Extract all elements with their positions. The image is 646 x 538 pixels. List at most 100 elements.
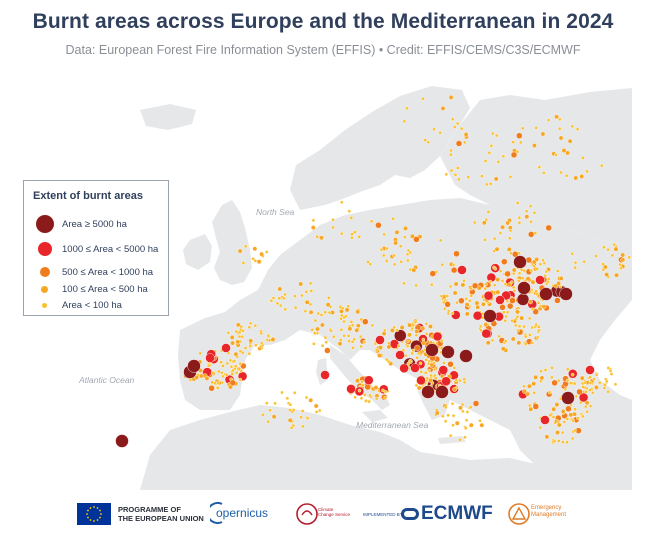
fire-dot [229,334,235,340]
fire-dot [551,415,556,419]
fire-dot [481,328,491,339]
fire-dot [478,324,483,329]
fire-dot [429,373,433,378]
fire-dot [451,423,455,428]
fire-dot-medium [205,353,215,363]
fire-dot [618,262,622,267]
fire-dot [502,310,506,314]
fire-dot [367,399,371,404]
fire-dot [428,324,433,329]
fire-dot [483,286,488,291]
fire-dot [438,238,443,243]
fire-dot [464,302,470,308]
fire-dot [308,397,314,403]
fire-dot [304,290,309,294]
fire-dot [478,418,482,423]
fire-dot [266,419,270,424]
fire-dot [503,339,508,343]
fire-dot [350,339,355,344]
fire-dot [317,408,322,413]
legend-dot-5000 [36,215,54,233]
fire-dot [519,140,523,145]
fire-dot [516,279,521,283]
fire-dot [216,369,221,374]
fire-dot [558,275,564,281]
legend-dot-100 [41,286,48,293]
fire-dot [188,378,193,382]
fire-dot [261,412,265,417]
eu-text-line2: THE EUROPEAN UNION [118,514,204,523]
legend-dot-500 [40,267,50,277]
fire-dot [462,278,466,283]
fire-dot [277,286,283,292]
fire-dot [241,328,245,333]
fire-dot [558,117,562,122]
fire-dot [416,351,421,356]
legend-label-1000: 1000 ≤ Area < 5000 ha [62,244,159,255]
fire-dot [342,319,346,324]
fire-dot [353,395,357,400]
fire-dot [352,337,357,342]
fire-dot [231,368,235,373]
fire-dot [505,220,511,226]
fire-dot [585,409,589,414]
fire-dot [573,265,578,270]
fire-dot [463,426,468,431]
fire-dot [511,140,516,144]
fire-dot [564,173,569,178]
fire-dot [324,347,331,354]
legend-label-less100: Area < 100 ha [62,300,122,311]
fire-dot [455,140,463,147]
fire-dot [360,379,364,384]
fire-dot [597,380,602,385]
fire-dot [358,334,363,339]
fire-dot [235,322,241,328]
fire-dot [501,154,506,159]
fire-dot [247,325,251,330]
fire-dot [472,311,483,321]
fire-dot [550,366,554,370]
fire-dot [445,294,450,298]
fire-dot [234,329,238,334]
fire-dot [608,369,613,373]
fire-dot [239,324,243,329]
fire-dot [511,267,517,273]
fire-dot-medium [495,295,505,305]
fire-dot [515,201,520,205]
fire-dot [591,390,595,395]
fire-dot [406,258,410,263]
fire-dot [427,368,432,373]
land-ireland [183,234,212,270]
fire-dot [251,256,255,261]
fire-dot [524,214,530,220]
fire-dot [416,385,422,391]
fire-dot [381,253,386,258]
fire-dot [515,314,520,319]
fire-dot [486,210,491,214]
fire-dot [194,375,200,380]
fire-dot [588,404,593,408]
north-sea-label: North Sea [256,207,295,217]
fire-dot-large [513,255,527,269]
fire-dot [554,402,560,407]
fire-dot [578,392,589,403]
fire-dot [567,138,573,144]
fire-dot [464,311,470,317]
fire-dot [413,319,418,324]
europe-map [115,86,632,490]
fire-dot [532,391,536,395]
fire-dot [349,320,354,324]
fire-dot [304,395,309,400]
fire-dot [565,440,569,445]
fire-dot [285,396,290,401]
fire-dot-large [539,287,553,301]
fire-dot [600,163,604,168]
fire-dot [496,160,501,164]
fire-dot [537,328,541,333]
fire-dot [559,170,563,175]
fire-dot [259,251,264,257]
fire-dot [454,420,460,426]
eu-flag-icon [77,503,111,525]
fire-dot [304,299,310,305]
fire-dot [510,336,516,342]
